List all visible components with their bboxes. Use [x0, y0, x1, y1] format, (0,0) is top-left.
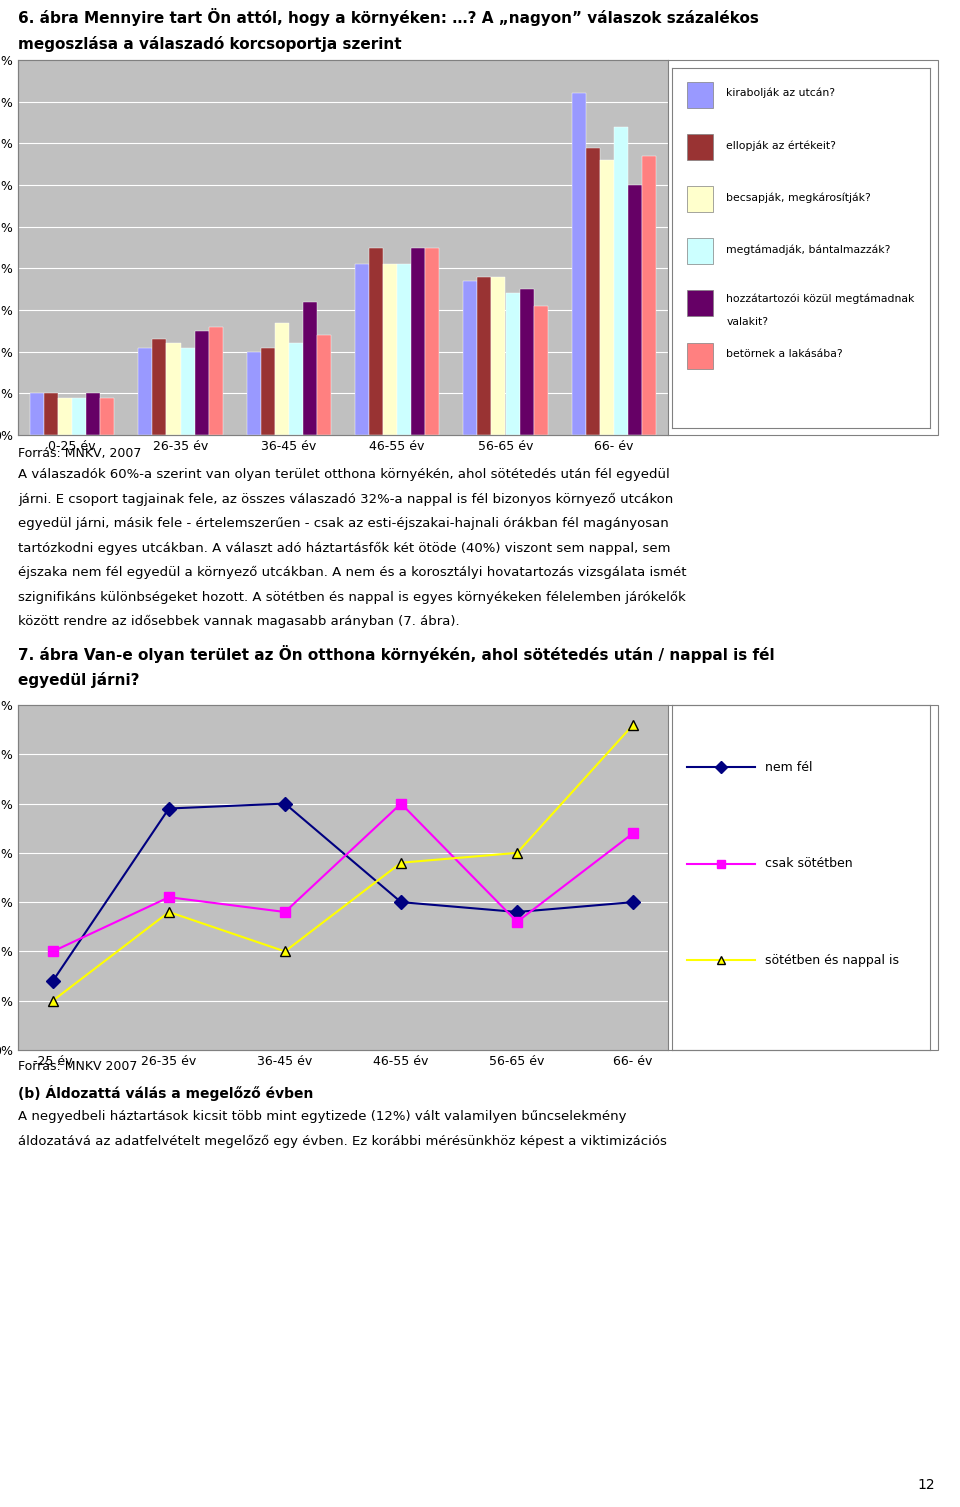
Text: éjszaka nem fél egyedül a környező utcákban. A nem és a korosztályi hovatartozás: éjszaka nem fél egyedül a környező utcák…	[18, 567, 686, 579]
Bar	[317, 335, 331, 436]
Text: járni. E csoport tagjainak fele, az összes válaszadó 32%-a nappal is fél bizonyo: járni. E csoport tagjainak fele, az össz…	[18, 493, 673, 506]
Bar	[195, 332, 208, 436]
FancyBboxPatch shape	[687, 81, 713, 107]
Text: egyedül járni?: egyedül járni?	[18, 672, 139, 689]
FancyBboxPatch shape	[687, 238, 713, 264]
Text: között rendre az idősebbek vannak magasabb arányban (7. ábra).: között rendre az idősebbek vannak magasa…	[18, 615, 460, 628]
Bar	[86, 393, 101, 436]
Bar	[59, 398, 72, 436]
Bar	[383, 264, 397, 436]
Bar	[477, 277, 492, 436]
Bar	[369, 247, 383, 436]
Text: megoszlása a válaszadó korcsoportja szerint: megoszlása a válaszadó korcsoportja szer…	[18, 36, 401, 53]
Text: hozzátartozói közül megtámadnak: hozzátartozói közül megtámadnak	[726, 294, 915, 303]
FancyBboxPatch shape	[687, 342, 713, 369]
Bar	[492, 277, 506, 436]
Text: 12: 12	[918, 1478, 935, 1492]
Bar	[628, 185, 642, 436]
Bar	[519, 289, 534, 436]
Bar	[44, 393, 59, 436]
FancyBboxPatch shape	[687, 185, 713, 212]
FancyBboxPatch shape	[687, 291, 713, 316]
Text: ellopják az értékeit?: ellopják az értékeit?	[726, 140, 836, 151]
Bar	[397, 264, 411, 436]
Text: A válaszadók 60%-a szerint van olyan terület otthona környékén, ahol sötétedés u: A válaszadók 60%-a szerint van olyan ter…	[18, 469, 670, 481]
Text: nem fél: nem fél	[765, 761, 812, 773]
Text: megtámadják, bántalmazzák?: megtámadják, bántalmazzák?	[726, 244, 891, 255]
Bar	[411, 247, 425, 436]
Bar	[153, 339, 166, 436]
Bar	[261, 348, 275, 436]
Bar	[247, 351, 261, 436]
Bar	[355, 264, 369, 436]
Bar	[534, 306, 548, 436]
Bar	[571, 93, 586, 436]
Bar	[180, 348, 195, 436]
Bar	[586, 148, 600, 436]
Bar	[166, 344, 180, 436]
Text: csak sötétben: csak sötétben	[765, 857, 852, 870]
Bar	[613, 127, 628, 436]
Bar	[464, 280, 477, 436]
Bar	[275, 322, 289, 436]
Text: Forrás: MNKV, 2007: Forrás: MNKV, 2007	[18, 448, 141, 460]
Text: betörnek a lakásába?: betörnek a lakásába?	[726, 350, 843, 359]
Text: 6. ábra Mennyire tart Ön attól, hogy a környéken: …? A „nagyon” válaszok százalé: 6. ábra Mennyire tart Ön attól, hogy a k…	[18, 8, 758, 26]
Text: (b) Áldozattá válás a megelőző évben: (b) Áldozattá válás a megelőző évben	[18, 1085, 313, 1102]
Bar	[30, 393, 44, 436]
Bar	[72, 398, 86, 436]
Text: becsapják, megkárosítják?: becsapják, megkárosítják?	[726, 193, 871, 203]
Text: sötétben és nappal is: sötétben és nappal is	[765, 954, 899, 967]
Bar	[289, 344, 303, 436]
Bar	[642, 155, 656, 436]
Bar	[138, 348, 153, 436]
Bar	[101, 398, 114, 436]
Text: kirabolják az utcán?: kirabolják az utcán?	[726, 87, 835, 98]
Bar	[600, 160, 613, 436]
Text: tartózkodni egyes utcákban. A választ adó háztartásfők két ötöde (40%) viszont s: tartózkodni egyes utcákban. A választ ad…	[18, 541, 670, 555]
Text: A negyedbeli háztartások kicsit több mint egytizede (12%) vált valamilyen bűncse: A negyedbeli háztartások kicsit több min…	[18, 1111, 627, 1123]
Text: 7. ábra Van-e olyan terület az Ön otthona környékén, ahol sötétedés után / nappa: 7. ábra Van-e olyan terület az Ön otthon…	[18, 645, 775, 663]
Text: szignifikáns különbségeket hozott. A sötétben és nappal is egyes környékeken fél: szignifikáns különbségeket hozott. A söt…	[18, 591, 685, 604]
Text: áldozatává az adatfelvételt megelőző egy évben. Ez korábbi mérésünkhöz képest a : áldozatává az adatfelvételt megelőző egy…	[18, 1135, 667, 1148]
FancyBboxPatch shape	[687, 134, 713, 160]
Bar	[425, 247, 440, 436]
Text: egyedül járni, másik fele - értelemszerűen - csak az esti-éjszakai-hajnali órákb: egyedül járni, másik fele - értelemszerű…	[18, 517, 669, 530]
Bar	[303, 301, 317, 436]
Text: valakit?: valakit?	[726, 316, 768, 327]
Bar	[506, 294, 519, 436]
Text: Forrás: MNKV 2007: Forrás: MNKV 2007	[18, 1059, 137, 1073]
Bar	[208, 327, 223, 436]
